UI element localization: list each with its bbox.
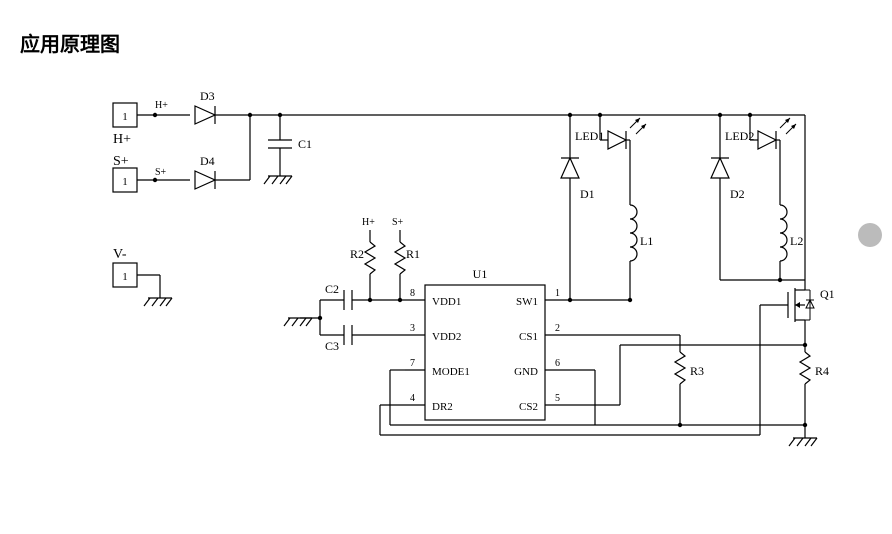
pin-label-vdd1: VDD1 — [432, 296, 461, 308]
svg-text:1: 1 — [122, 176, 128, 188]
svg-text:L1: L1 — [640, 234, 653, 248]
svg-text:C3: C3 — [325, 339, 339, 353]
svg-text:L2: L2 — [790, 234, 803, 248]
ic-ref: U1 — [473, 267, 488, 281]
pin-label-dr2: DR2 — [432, 401, 453, 413]
cap-c3: C3 — [320, 325, 405, 353]
cap-c1: C1 — [268, 113, 312, 168]
pin-label-sw1: SW1 — [516, 296, 538, 308]
diode-d4: D4 — [137, 154, 250, 189]
svg-text:S+: S+ — [392, 217, 404, 228]
svg-text:D4: D4 — [200, 154, 215, 168]
svg-text:D3: D3 — [200, 89, 215, 103]
pin-label-vdd2: VDD2 — [432, 331, 461, 343]
led1: LED1 — [575, 113, 646, 190]
svg-text:R1: R1 — [406, 247, 420, 261]
pin-num-8: 8 — [410, 288, 415, 299]
svg-text:R4: R4 — [815, 364, 829, 378]
mosfet-q1: Q1 — [760, 280, 835, 345]
svg-text:D1: D1 — [580, 187, 595, 201]
ind-l1: L1 — [630, 190, 653, 300]
pin-num-7: 7 — [410, 358, 415, 369]
port-splus-label: S+ — [113, 154, 129, 169]
port-hplus-label: H+ — [113, 132, 131, 147]
pin-num-3: 3 — [410, 323, 415, 334]
svg-text:C1: C1 — [298, 137, 312, 151]
port-hplus: 1 H+ H+ — [113, 100, 168, 147]
ic-u1: U1 VDD1 VDD2 MODE1 DR2 SW1 CS1 GND CS2 8… — [405, 267, 565, 420]
svg-text:Q1: Q1 — [820, 287, 835, 301]
pin-num-2: 2 — [555, 323, 560, 334]
net-label-hplus: H+ — [155, 100, 168, 111]
port-vminus-label: V- — [113, 247, 127, 262]
ind-l2: L2 — [780, 190, 803, 280]
svg-text:R2: R2 — [350, 247, 364, 261]
pin-label-gnd: GND — [514, 366, 538, 378]
res-r3: R3 — [675, 352, 704, 410]
net-label-splus: S+ — [155, 167, 167, 178]
pin-num-4: 4 — [410, 393, 415, 404]
res-r2: R2 H+ — [350, 217, 375, 302]
pin-num-1: 1 — [555, 288, 560, 299]
pin-num-6: 6 — [555, 358, 560, 369]
res-r4: R4 — [800, 345, 829, 425]
pin-num-5: 5 — [555, 393, 560, 404]
svg-text:1: 1 — [122, 111, 128, 123]
svg-text:LED2: LED2 — [725, 129, 754, 143]
schematic-canvas: U1 VDD1 VDD2 MODE1 DR2 SW1 CS1 GND CS2 8… — [0, 0, 892, 534]
page-tab-dot — [858, 223, 882, 247]
svg-text:1: 1 — [122, 271, 128, 283]
gnd-c23 — [284, 318, 312, 326]
pin-label-cs2: CS2 — [519, 401, 538, 413]
gnd-main — [789, 425, 817, 446]
res-r1: R1 S+ — [392, 217, 420, 302]
gnd-c1 — [264, 168, 292, 184]
port-splus: 1 S+ S+ — [113, 154, 167, 192]
cap-c2: C2 — [320, 282, 370, 310]
led2: LED2 — [725, 113, 796, 190]
svg-text:R3: R3 — [690, 364, 704, 378]
svg-text:C2: C2 — [325, 282, 339, 296]
svg-text:D2: D2 — [730, 187, 745, 201]
svg-text:LED1: LED1 — [575, 129, 604, 143]
gnd-vminus — [137, 275, 172, 306]
pin-label-cs1: CS1 — [519, 331, 538, 343]
svg-text:H+: H+ — [362, 217, 375, 228]
pin-label-mode1: MODE1 — [432, 366, 470, 378]
diode-d3: D3 — [137, 89, 250, 124]
port-vminus: 1 V- — [113, 247, 137, 287]
